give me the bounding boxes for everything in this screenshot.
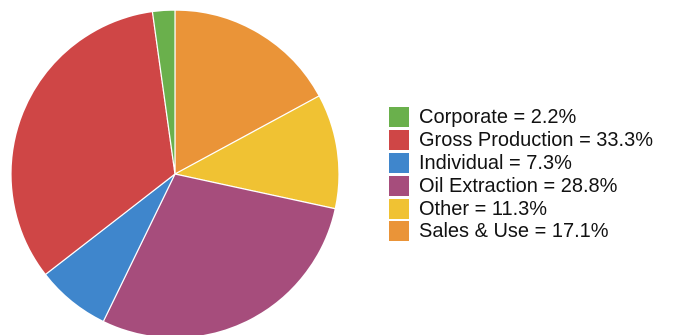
legend-label-corporate: Corporate = 2.2% [419,106,577,129]
legend-label-sales-use: Sales & Use = 17.1% [419,220,609,243]
legend-item-individual: Individual = 7.3% [389,152,653,175]
legend-item-sales-use: Sales & Use = 17.1% [389,220,653,243]
legend-label-oil-extraction: Oil Extraction = 28.8% [419,174,618,197]
pie-chart [10,9,340,335]
legend-item-other: Other = 11.3% [389,197,653,220]
pie-slice-other [173,95,340,210]
legend-label-other: Other = 11.3% [419,197,548,220]
legend-swatch-other [389,198,409,219]
pie-slice-oil-extraction [102,173,336,335]
legend-swatch-oil-extraction [389,175,409,196]
legend-swatch-sales-use [389,221,409,242]
legend-swatch-corporate [389,107,409,128]
legend-label-individual: Individual = 7.3% [419,151,572,174]
legend: Corporate = 2.2% Gross Production = 33.3… [389,106,653,243]
legend-swatch-individual [389,152,409,173]
legend-item-oil-extraction: Oil Extraction = 28.8% [389,174,653,197]
legend-item-gross-production: Gross Production = 33.3% [389,129,653,152]
pie-slice-gross-production [10,10,176,276]
pie-slice-corporate [151,9,176,175]
legend-label-gross-production: Gross Production = 33.3% [419,129,654,152]
legend-swatch-gross-production [389,130,409,151]
pie-slice-sales-use [174,9,321,176]
legend-item-corporate: Corporate = 2.2% [389,106,653,129]
